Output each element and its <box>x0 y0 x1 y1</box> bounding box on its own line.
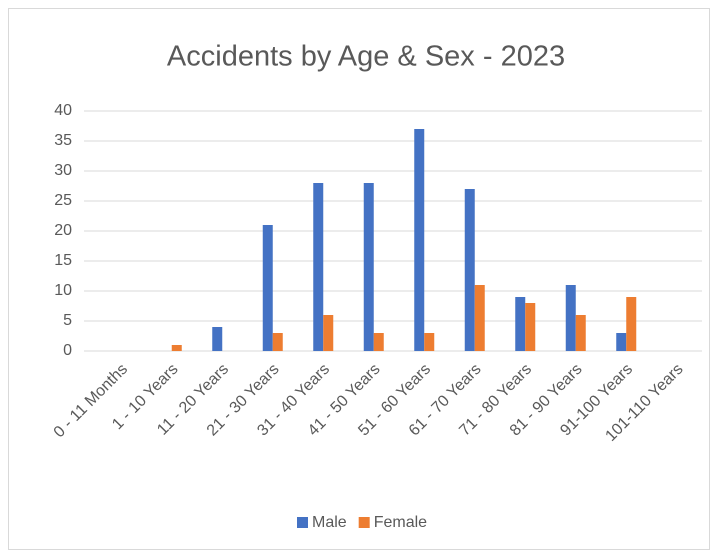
bar <box>262 225 273 351</box>
bar <box>616 333 627 351</box>
bar <box>414 129 425 351</box>
bar <box>424 333 435 351</box>
y-tick-label: 25 <box>54 192 72 209</box>
y-tick-label: 20 <box>54 222 72 239</box>
bar <box>474 285 485 351</box>
bar <box>313 183 324 351</box>
legend-label: Male <box>312 514 347 531</box>
legend-label: Female <box>374 514 427 531</box>
bar <box>323 315 334 351</box>
bar <box>525 303 536 351</box>
bar <box>272 333 283 351</box>
y-tick-label: 10 <box>54 282 72 299</box>
chart-border <box>8 8 710 550</box>
bar <box>373 333 384 351</box>
bar <box>171 345 182 351</box>
bar <box>212 327 223 351</box>
legend-swatch <box>358 517 370 528</box>
bar <box>575 315 586 351</box>
bar <box>363 183 374 351</box>
bar <box>464 189 475 351</box>
legend-swatch <box>297 517 308 528</box>
y-tick-label: 15 <box>54 252 72 269</box>
y-tick-label: 5 <box>63 312 72 329</box>
bar <box>515 297 526 351</box>
y-tick-label: 35 <box>54 132 72 149</box>
y-tick-label: 40 <box>54 102 72 119</box>
bar <box>565 285 576 351</box>
y-tick-label: 30 <box>54 162 72 179</box>
y-tick-label: 0 <box>63 342 72 359</box>
bar <box>626 297 637 351</box>
chart-title: Accidents by Age & Sex - 2023 <box>167 41 565 73</box>
